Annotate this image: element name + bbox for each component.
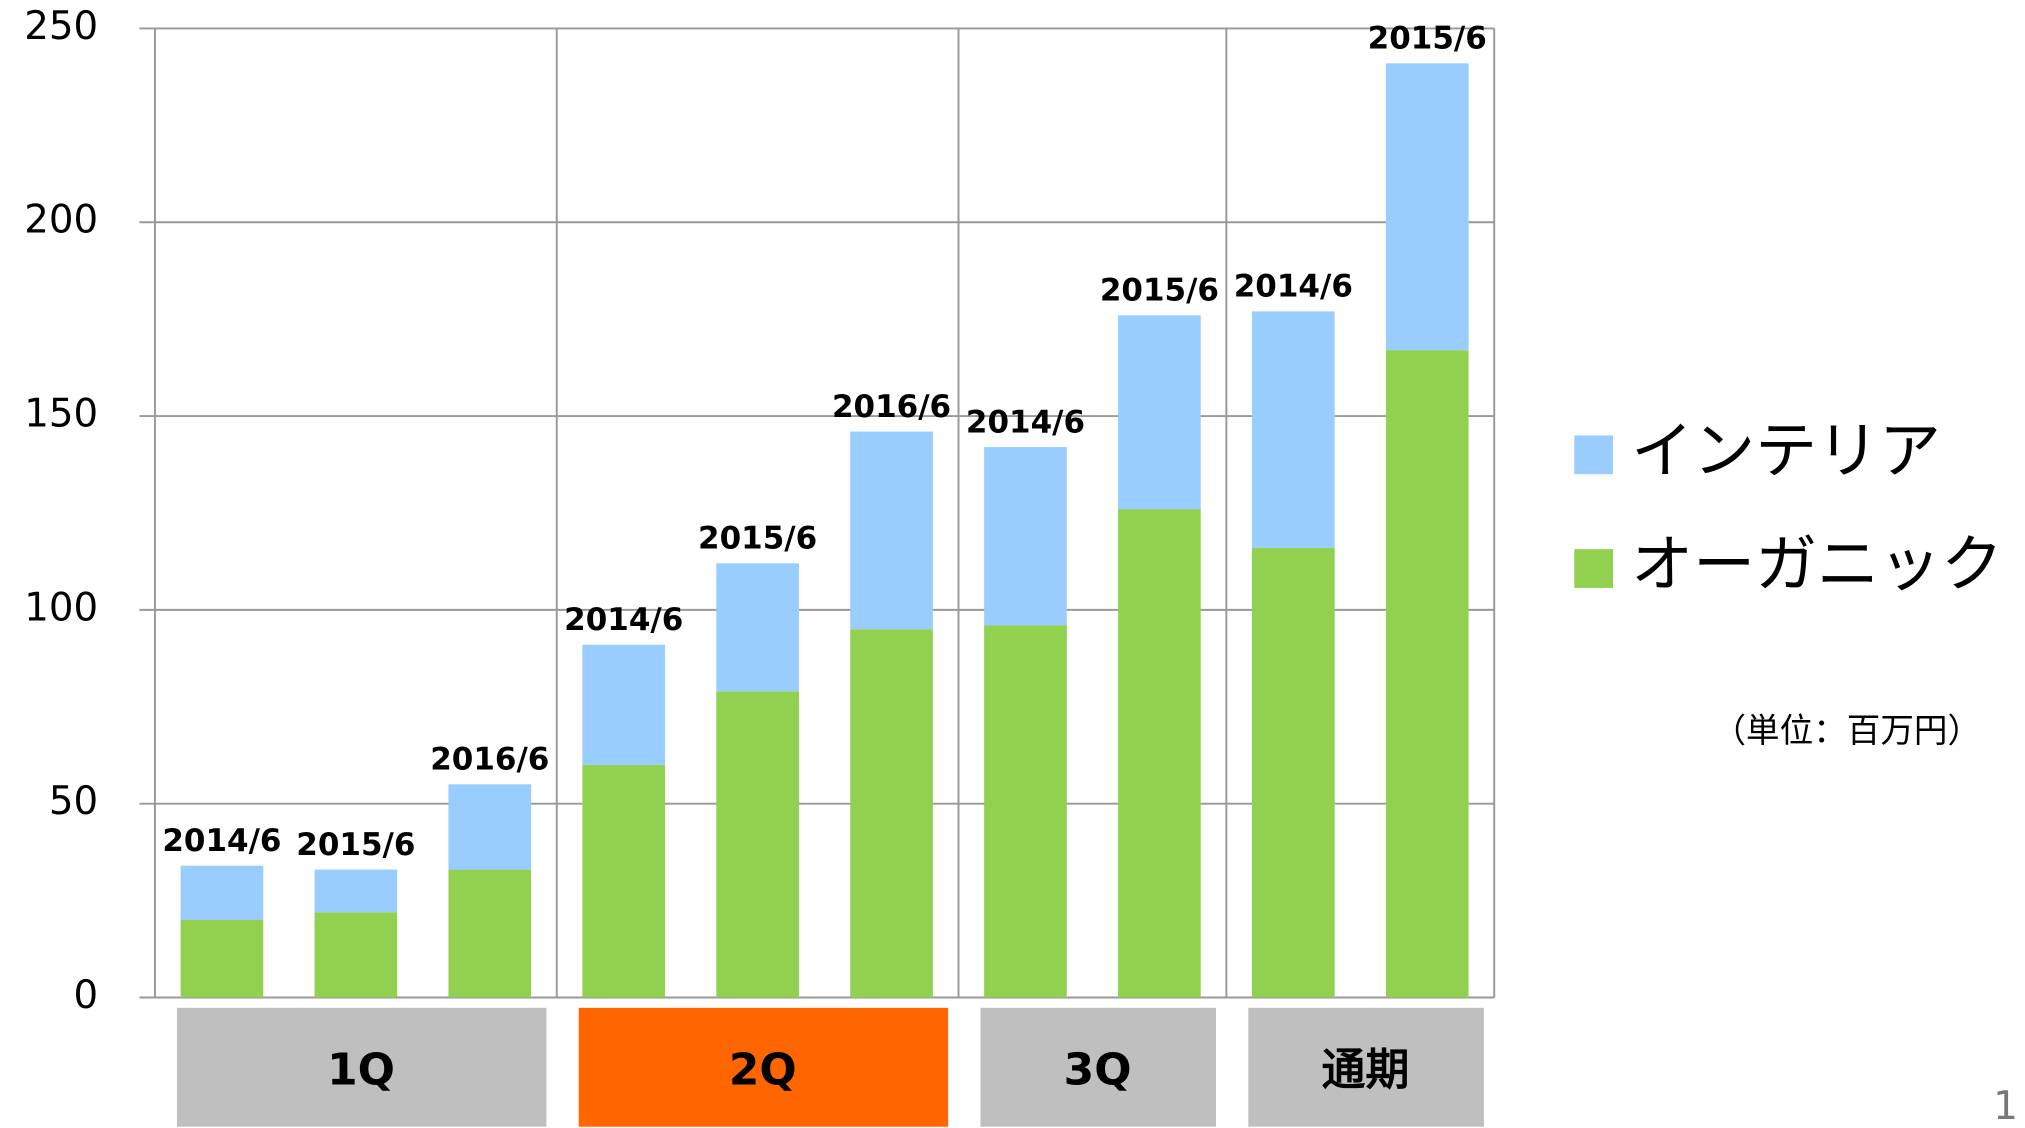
bar-segment [314,912,398,998]
bar-segment [984,625,1067,998]
bar-label: 2014/6 [162,823,281,859]
bar-segment [850,629,933,998]
page-number: 1 [1993,1084,2018,1128]
bar-label: 2014/6 [564,602,683,638]
bar-label: 2016/6 [832,389,951,425]
group-box [176,1007,547,1127]
bar-label: 2015/6 [296,827,415,863]
bar-segment [314,869,398,913]
bar-segment [850,431,933,630]
bar-segment [1118,509,1201,998]
y-tick-label: 0 [74,973,99,1018]
bar-label: 2015/6 [698,521,817,557]
bar-segment [180,865,264,920]
legend-swatch [1574,435,1614,475]
group-label: 3Q [1064,1044,1132,1095]
bar-segment [448,784,532,870]
group-box [578,1007,949,1127]
bar-label: 2015/6 [1100,273,1219,309]
bar-label: 2015/6 [1368,21,1487,57]
bar-label: 2014/6 [966,404,1085,440]
y-tick-label: 150 [24,392,98,437]
bar-segment [984,447,1067,626]
group-box [1248,1007,1484,1127]
group-box [980,1007,1217,1127]
bar-segment [716,691,799,998]
bar-segment [1385,63,1469,351]
legend-swatch [1574,549,1614,588]
group-label: 2Q [729,1044,797,1095]
bar-segment [180,919,264,998]
group-label: 通期 [1322,1044,1410,1095]
y-tick-label: 200 [24,198,98,243]
y-tick-label: 250 [24,4,98,49]
bar-segment [716,563,799,692]
bar-segment [1252,311,1335,548]
y-tick-label: 50 [49,779,98,824]
bar-segment [1118,315,1201,510]
bar-label: 2016/6 [430,742,549,778]
bar-label: 2014/6 [1234,269,1353,305]
legend-label: オーガニック [1631,528,2003,601]
bar-segment [582,644,666,765]
group-label: 1Q [327,1044,395,1095]
legend-label: インテリア [1631,414,1941,487]
bar-segment [1385,350,1469,998]
unit-note: （単位：百万円） [1712,711,1981,750]
bar-segment [582,764,666,998]
y-tick-label: 100 [24,585,98,630]
bar-segment [448,869,532,998]
bar-segment [1252,547,1335,998]
